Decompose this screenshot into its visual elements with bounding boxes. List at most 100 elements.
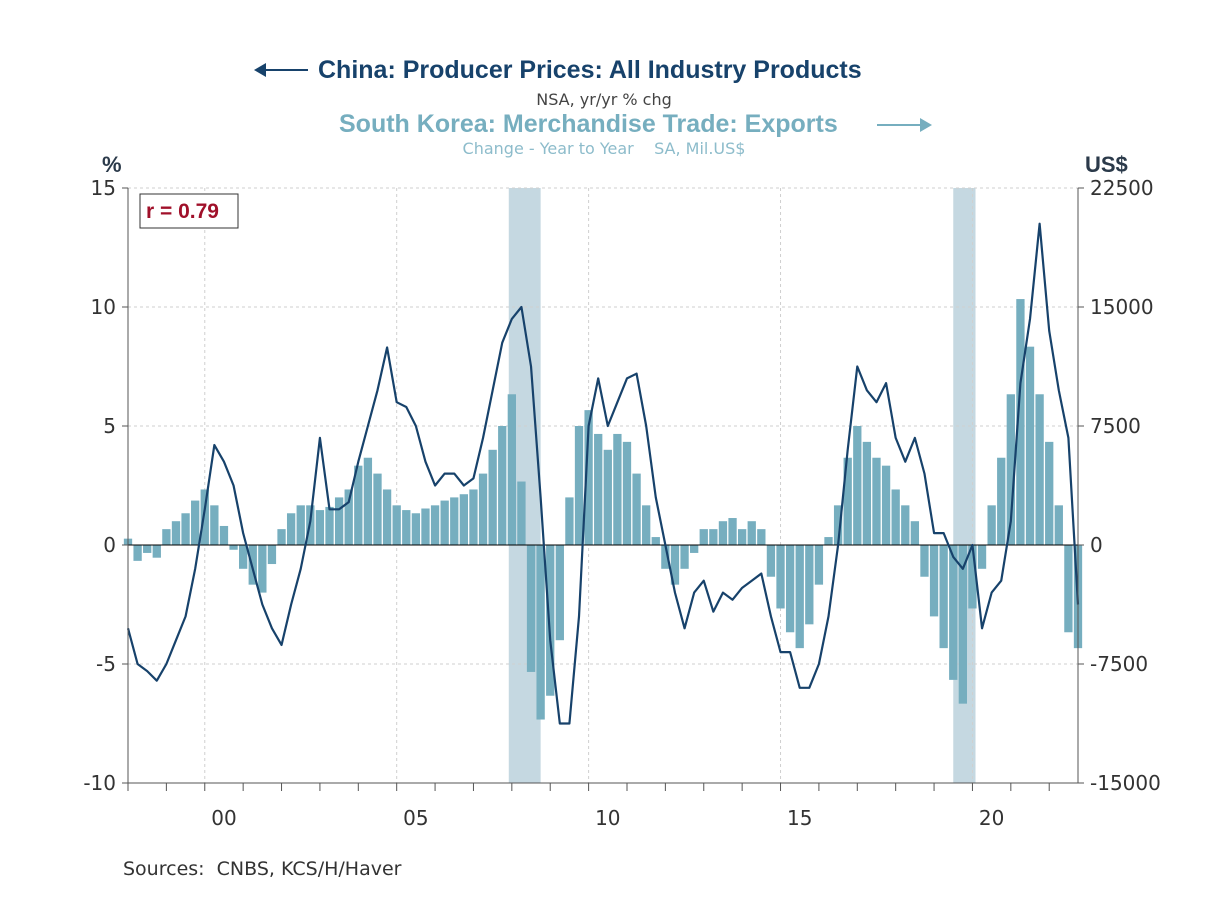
- left-tick-label: 10: [91, 295, 116, 319]
- korea-export-bar: [824, 537, 833, 545]
- korea-export-bar: [939, 545, 948, 649]
- korea-export-bar: [536, 545, 545, 720]
- right-tick-label: 0: [1090, 533, 1103, 557]
- x-tick-label: 05: [403, 806, 428, 830]
- x-tick-label: 10: [595, 806, 620, 830]
- korea-export-bar: [411, 513, 421, 545]
- right-axis-unit: US$: [1085, 152, 1128, 177]
- korea-export-bar: [421, 508, 430, 545]
- right-tick-label: 22500: [1090, 176, 1154, 200]
- korea-export-bar: [565, 497, 574, 545]
- korea-export-bar: [277, 529, 286, 545]
- korea-export-bar: [929, 545, 939, 617]
- korea-export-bar: [584, 410, 593, 545]
- korea-export-bar: [901, 505, 910, 545]
- korea-export-bar: [382, 489, 392, 545]
- korea-export-bar: [728, 518, 737, 545]
- korea-export-bar: [152, 545, 161, 558]
- korea-export-bar: [555, 545, 564, 641]
- korea-export-bar: [670, 545, 680, 585]
- korea-export-bar: [987, 505, 996, 545]
- korea-export-bar: [574, 426, 584, 545]
- korea-export-bar: [910, 521, 920, 545]
- korea-export-bar: [296, 505, 305, 545]
- left-tick-label: 0: [103, 533, 116, 557]
- korea-export-bar: [210, 505, 219, 545]
- korea-export-bar: [402, 510, 411, 545]
- korea-export-bar: [315, 510, 325, 545]
- korea-export-bar: [334, 497, 344, 545]
- korea-export-bar: [603, 449, 612, 545]
- right-tick-label: -7500: [1090, 652, 1148, 676]
- x-tick-label: 00: [211, 806, 236, 830]
- korea-export-bar: [267, 545, 277, 565]
- korea-export-bar: [594, 433, 603, 545]
- china-series-subtitle: NSA, yr/yr % chg: [536, 90, 672, 109]
- korea-export-bar: [718, 521, 728, 545]
- left-tick-label: 5: [103, 414, 116, 438]
- korea-export-bar: [632, 473, 641, 545]
- korea-export-bar: [526, 545, 536, 672]
- korea-export-bar: [1064, 545, 1073, 633]
- right-tick-label: -15000: [1090, 771, 1161, 795]
- korea-export-bar: [507, 394, 516, 545]
- korea-export-bar: [613, 433, 622, 545]
- right-tick-label: 15000: [1090, 295, 1154, 319]
- korea-export-bar: [968, 545, 977, 609]
- korea-export-bar: [814, 545, 824, 585]
- left-arrow-icon: [254, 63, 308, 77]
- korea-export-bar: [843, 457, 852, 545]
- korea-export-bar: [977, 545, 987, 569]
- correlation-label: r = 0.79: [146, 200, 219, 223]
- korea-export-bar: [862, 441, 872, 545]
- korea-export-bar: [920, 545, 929, 577]
- korea-export-bar: [239, 545, 248, 569]
- korea-export-bar: [1035, 394, 1044, 545]
- korea-exports-bars: [123, 299, 1083, 720]
- korea-export-bar: [219, 525, 229, 545]
- korea-export-bar: [747, 521, 756, 545]
- korea-export-bar: [805, 545, 814, 625]
- korea-export-bar: [891, 489, 900, 545]
- korea-export-bar: [949, 545, 958, 680]
- korea-export-bar: [258, 545, 267, 593]
- korea-export-bar: [690, 545, 699, 553]
- korea-export-bar: [642, 505, 651, 545]
- korea-export-bar: [171, 521, 181, 545]
- korea-export-bar: [181, 513, 190, 545]
- korea-export-bar: [661, 545, 670, 569]
- korea-export-bar: [498, 426, 507, 545]
- left-axis-unit: %: [102, 152, 122, 177]
- korea-export-bar: [488, 449, 497, 545]
- korea-export-bar: [853, 426, 862, 545]
- korea-export-bar: [392, 505, 401, 545]
- korea-export-bar: [162, 529, 171, 545]
- korea-export-bar: [229, 545, 238, 550]
- korea-export-bar: [440, 500, 449, 545]
- korea-export-bar: [1045, 441, 1054, 545]
- left-tick-label: -5: [96, 652, 116, 676]
- korea-export-bar: [622, 441, 632, 545]
- x-tick-label: 15: [787, 806, 812, 830]
- china-ppi-line: [126, 222, 1080, 725]
- korea-export-bar: [709, 529, 718, 545]
- korea-export-bar: [459, 494, 469, 545]
- korea-export-bar: [354, 465, 363, 545]
- korea-export-bar: [766, 545, 776, 577]
- korea-export-bar: [133, 545, 142, 561]
- korea-export-bar: [872, 457, 881, 545]
- korea-export-bar: [191, 500, 200, 545]
- right-tick-label: 7500: [1090, 414, 1141, 438]
- korea-series-title: South Korea: Merchandise Trade: Exports: [339, 110, 838, 138]
- title-block: China: Producer Prices: All Industry Pro…: [254, 56, 932, 158]
- korea-export-bar: [373, 473, 382, 545]
- korea-export-bar: [680, 545, 689, 569]
- korea-export-bar: [1016, 299, 1025, 545]
- korea-export-bar: [1054, 505, 1063, 545]
- korea-export-bar: [469, 489, 478, 545]
- correlation-box: r = 0.79: [139, 193, 239, 229]
- x-tick-label: 20: [979, 806, 1004, 830]
- left-tick-label: -10: [83, 771, 116, 795]
- korea-export-bar: [651, 537, 660, 545]
